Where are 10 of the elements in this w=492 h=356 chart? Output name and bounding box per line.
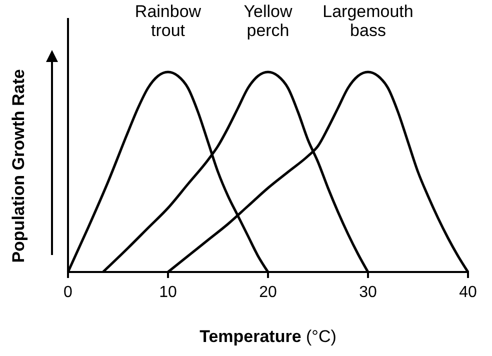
x-tick-label: 10 [159,284,177,301]
y-axis-title: Population Growth Rate [9,69,28,263]
x-tick-label: 30 [359,284,377,301]
text: Largemouth bass [322,2,414,40]
x-axis-title: Temperature (°C) [200,327,336,346]
text: Rainbow trout [134,2,202,40]
x-tick-label: 20 [259,284,277,301]
x-tick-label: 40 [459,284,477,301]
x-tick-label: 0 [64,284,73,301]
text: Yellow perch [244,2,293,40]
